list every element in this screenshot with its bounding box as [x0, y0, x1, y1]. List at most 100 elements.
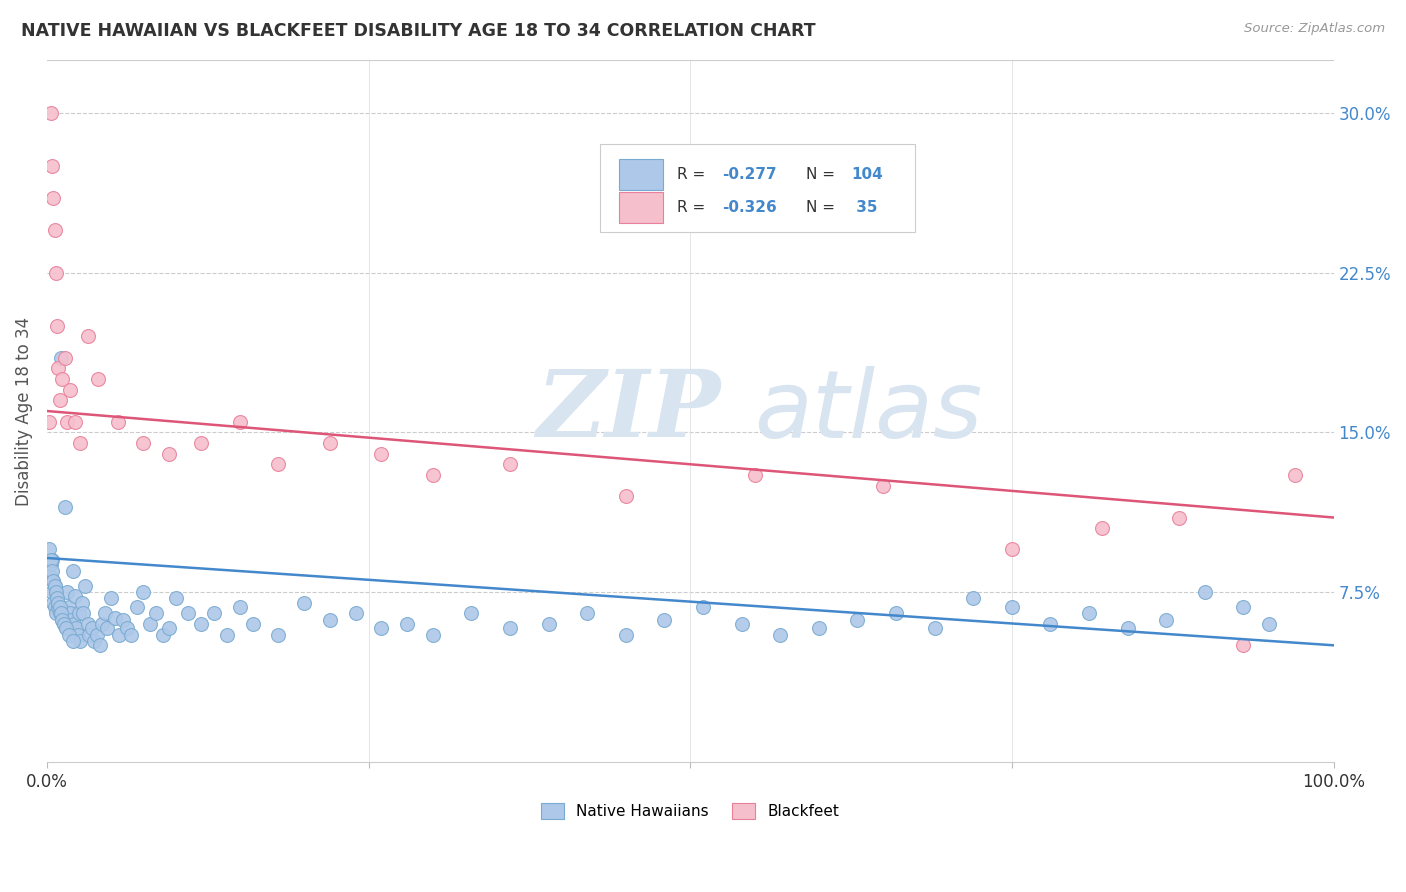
Point: [107, 415, 129, 429]
Point: [55, 621, 77, 635]
Point: [422, 627, 444, 641]
Point: [292, 596, 315, 610]
Text: NATIVE HAWAIIAN VS BLACKFEET DISABILITY AGE 18 TO 34 CORRELATION CHART: NATIVE HAWAIIAN VS BLACKFEET DISABILITY …: [21, 22, 815, 40]
Point: [1258, 617, 1281, 632]
Point: [39, 558, 62, 572]
Point: [75, 579, 97, 593]
Point: [157, 447, 180, 461]
Point: [654, 613, 676, 627]
Point: [51, 613, 73, 627]
Point: [46, 591, 69, 606]
Point: [56, 585, 79, 599]
Point: [396, 617, 419, 632]
Point: [38, 415, 60, 429]
Point: [614, 489, 637, 503]
Point: [55, 621, 77, 635]
Point: [45, 607, 67, 621]
Point: [229, 599, 252, 614]
Point: [94, 607, 117, 621]
Point: [79, 627, 101, 641]
Point: [52, 617, 75, 632]
Point: [614, 627, 637, 641]
Point: [132, 585, 155, 599]
Point: [145, 607, 167, 621]
Point: [58, 599, 80, 614]
Point: [100, 591, 122, 606]
Point: [46, 591, 69, 606]
Point: [70, 596, 93, 610]
Point: [190, 436, 212, 450]
Point: [157, 621, 180, 635]
Point: [370, 621, 392, 635]
Point: [59, 607, 82, 621]
Point: [319, 613, 342, 627]
Point: [39, 106, 62, 120]
Point: [69, 634, 91, 648]
Point: [48, 599, 70, 614]
Point: [42, 574, 65, 589]
Text: Source: ZipAtlas.com: Source: ZipAtlas.com: [1244, 22, 1385, 36]
Point: [63, 617, 86, 632]
Point: [1039, 617, 1062, 632]
Point: [67, 607, 90, 621]
Text: N =: N =: [806, 167, 839, 182]
Point: [45, 585, 67, 599]
Point: [731, 617, 754, 632]
Point: [139, 617, 162, 632]
Point: [58, 627, 80, 641]
Point: [63, 590, 86, 604]
Point: [924, 621, 946, 635]
Point: [499, 621, 522, 635]
Point: [846, 613, 869, 627]
Text: N =: N =: [806, 200, 839, 215]
Point: [44, 579, 66, 593]
FancyBboxPatch shape: [620, 159, 664, 190]
Point: [49, 607, 72, 621]
Text: 104: 104: [851, 167, 883, 182]
Point: [89, 638, 111, 652]
Point: [202, 607, 225, 621]
Point: [319, 436, 342, 450]
Point: [62, 634, 84, 648]
Point: [45, 585, 67, 599]
Point: [42, 191, 65, 205]
Point: [53, 500, 76, 514]
Point: [53, 351, 76, 365]
Point: [77, 329, 100, 343]
Point: [125, 599, 148, 614]
Point: [42, 596, 65, 610]
Point: [1116, 621, 1139, 635]
Point: [132, 436, 155, 450]
Point: [1078, 607, 1101, 621]
Point: [42, 574, 65, 589]
Point: [41, 585, 63, 599]
Point: [872, 478, 894, 492]
Point: [41, 553, 63, 567]
FancyBboxPatch shape: [600, 144, 915, 232]
Point: [62, 564, 84, 578]
Point: [49, 351, 72, 365]
Y-axis label: Disability Age 18 to 34: Disability Age 18 to 34: [15, 317, 32, 506]
Point: [48, 596, 70, 610]
Point: [65, 621, 87, 635]
Point: [96, 621, 118, 635]
Point: [52, 617, 75, 632]
Point: [48, 361, 70, 376]
Point: [807, 621, 830, 635]
Point: [66, 627, 89, 641]
Point: [41, 564, 63, 578]
Point: [1001, 599, 1024, 614]
Point: [177, 607, 200, 621]
Point: [49, 607, 72, 621]
Point: [120, 627, 142, 641]
Text: ZIP: ZIP: [536, 366, 720, 456]
Point: [86, 627, 108, 641]
Point: [39, 553, 62, 567]
Point: [49, 599, 72, 614]
Point: [60, 613, 83, 627]
FancyBboxPatch shape: [620, 192, 664, 223]
Point: [51, 613, 73, 627]
Point: [215, 627, 238, 641]
Text: -0.277: -0.277: [723, 167, 778, 182]
Point: [692, 599, 714, 614]
